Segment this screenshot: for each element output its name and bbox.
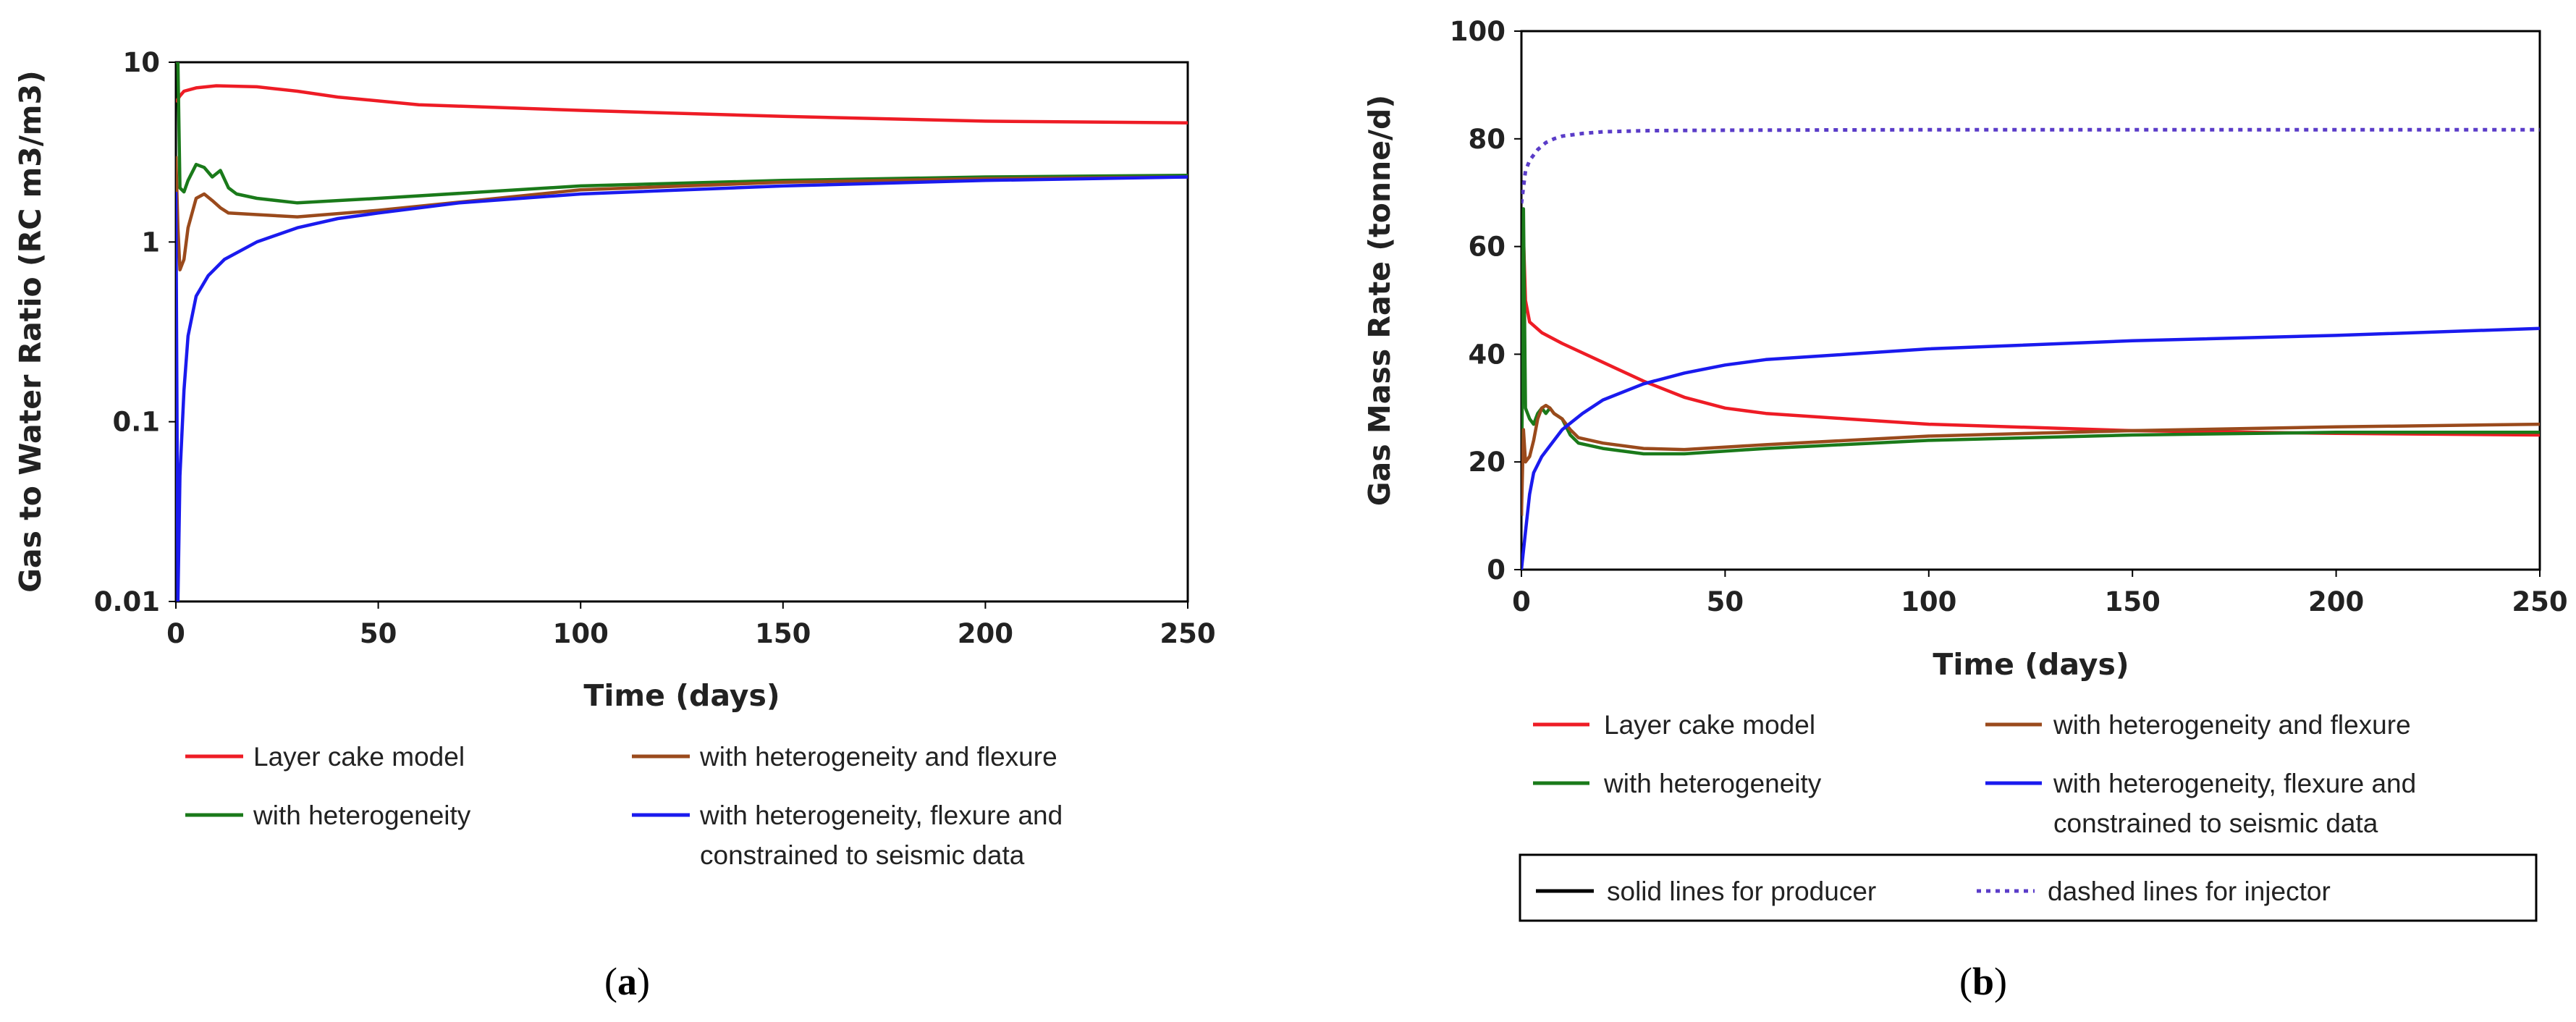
plot-frame [174,61,1189,603]
series-line-2 [176,62,1188,205]
legend: Layer cake model with heterogeneity and f… [1533,710,2416,838]
y-tick-label: 0.1 [112,407,160,438]
panel-caption: (a) [604,960,650,1003]
x-tick-label: 100 [1901,586,1956,617]
x-tick-label: 200 [2308,586,2364,617]
plot-frame [1520,30,2541,571]
y-tick-label: 10 [123,47,161,78]
y-tick-label: 1 [141,227,160,258]
series-group [176,62,1188,601]
y-tick-label: 80 [1469,124,1506,155]
caption-paren-open: ( [604,960,617,1003]
x-tick-label: 250 [1160,618,1215,649]
panel-caption: (b) [1959,960,2007,1003]
legend-label: with heterogeneity and flexure [699,742,1057,772]
x-tick-label: 250 [2512,586,2567,617]
series-line-2 [1521,207,2540,516]
x-tick-label: 150 [755,618,811,649]
legend-label-line2: constrained to seismic data [2053,808,2378,838]
y-tick-label: 0.01 [94,586,160,617]
legend-label: with heterogeneity, flexure and [699,801,1063,830]
x-tick-label: 0 [166,618,185,649]
caption-paren-close: ) [1994,960,2007,1003]
caption-letter: b [1972,960,1994,1003]
legend-label: Layer cake model [253,742,465,772]
series-line-1 [176,84,1188,124]
series-line-4 [176,175,1188,601]
series-line-4 [1521,326,2540,570]
panel-a-chart: 0 50 100 150 200 250 0.01 0.1 1 10 Time (days) Gas … [13,47,1216,1003]
legend: Layer cake model with heterogeneity and f… [185,742,1063,870]
line-style-label: dashed lines for injector [2048,877,2331,906]
legend-label: Layer cake model [1604,710,1815,740]
y-tick-label: 40 [1469,339,1506,370]
series-line-1 [1521,234,2540,463]
caption-paren-open: ( [1959,960,1972,1003]
x-tick-label: 50 [360,618,397,649]
legend-label-line2: constrained to seismic data [700,840,1025,870]
panel-b-chart: 0 50 100 150 200 250 0 20 40 60 80 100 Time (days) Ga… [1362,16,2568,1003]
series-line-3 [176,156,1188,272]
caption-paren-close: ) [637,960,650,1003]
y-tick-label: 100 [1450,16,1506,47]
x-tick-label: 50 [1707,586,1744,617]
legend-label: with heterogeneity [1603,769,1822,798]
y-axis-label: Gas Mass Rate (tonne/d) [1362,95,1397,506]
series-line-5 [1521,127,2540,204]
series-group [1521,127,2540,570]
line-style-label: solid lines for producer [1607,877,1876,906]
legend-label: with heterogeneity [253,801,471,830]
y-axis-label: Gas to Water Ratio (RC m3/m3) [13,70,48,593]
y-tick-label: 0 [1487,554,1506,586]
x-tick-label: 150 [2105,586,2161,617]
y-tick-label: 60 [1469,232,1506,263]
line-style-legend-box [1519,853,2538,922]
y-tick-label: 20 [1469,447,1506,478]
x-axis-label: Time (days) [1933,647,2129,682]
x-axis-label: Time (days) [583,678,780,713]
series-line-3 [1521,403,2540,516]
x-tick-label: 0 [1512,586,1531,617]
legend-label: with heterogeneity, flexure and [2053,769,2416,798]
line-style-legend: solid lines for producer dashed lines for… [1519,853,2538,922]
legend-label: with heterogeneity and flexure [2053,710,2411,740]
caption-letter: a [617,960,637,1003]
x-tick-label: 200 [958,618,1013,649]
x-tick-label: 100 [553,618,609,649]
